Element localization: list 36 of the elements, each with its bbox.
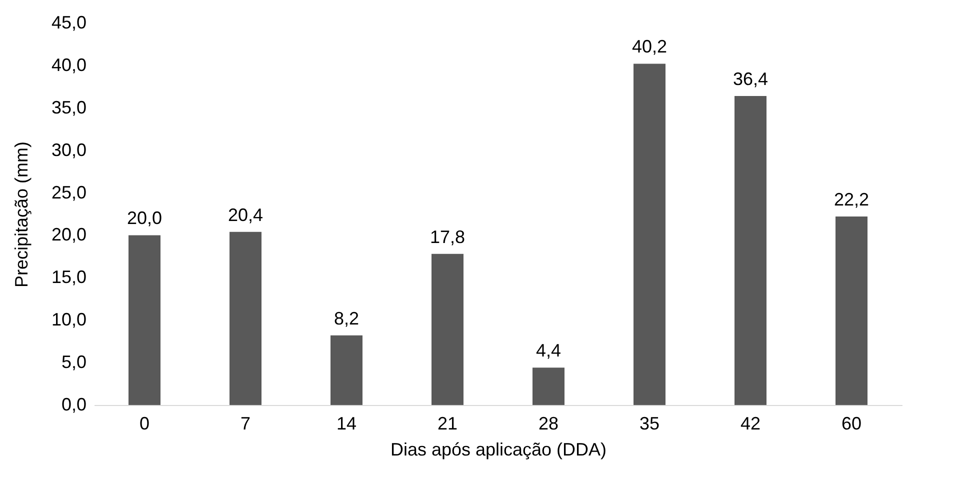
x-tick-label: 42: [740, 414, 761, 434]
x-tick-label: 7: [240, 414, 251, 434]
y-tick-label: 25,0: [51, 182, 86, 202]
x-tick-label: 35: [639, 414, 660, 434]
y-tick-label: 30,0: [51, 140, 86, 160]
bar: [330, 335, 362, 405]
data-label: 22,2: [834, 190, 870, 210]
x-tick-label: 60: [841, 414, 862, 434]
bar: [734, 96, 766, 405]
data-label: 4,4: [536, 340, 562, 361]
data-label: 17,8: [430, 226, 466, 247]
x-tick-label: 28: [538, 414, 559, 434]
y-tick-label: 35,0: [51, 97, 86, 118]
x-axis-title: Dias após aplicação (DDA): [390, 440, 607, 460]
bar: [836, 216, 868, 405]
y-tick-label: 40,0: [51, 54, 86, 75]
y-tick-label: 0,0: [61, 394, 86, 414]
y-tick-label: 20,0: [51, 224, 86, 245]
data-label: 36,4: [732, 69, 768, 90]
data-label: 20,0: [126, 208, 162, 228]
bar: [128, 235, 160, 405]
x-tick-label: 0: [139, 414, 150, 434]
y-tick-label: 10,0: [51, 310, 86, 330]
x-tick-label: 21: [437, 414, 458, 434]
x-tick-label: 14: [336, 414, 357, 434]
bar: [432, 254, 464, 405]
bar: [634, 64, 666, 405]
y-axis-title: Precipitação (mm): [11, 141, 32, 288]
data-label: 8,2: [334, 308, 360, 328]
bar: [230, 232, 262, 405]
bar: [532, 368, 564, 405]
y-tick-label: 15,0: [51, 267, 86, 288]
data-label: 20,4: [228, 204, 264, 225]
data-label: 40,2: [632, 36, 668, 57]
y-tick-label: 45,0: [51, 12, 86, 32]
y-tick-label: 5,0: [61, 352, 86, 372]
